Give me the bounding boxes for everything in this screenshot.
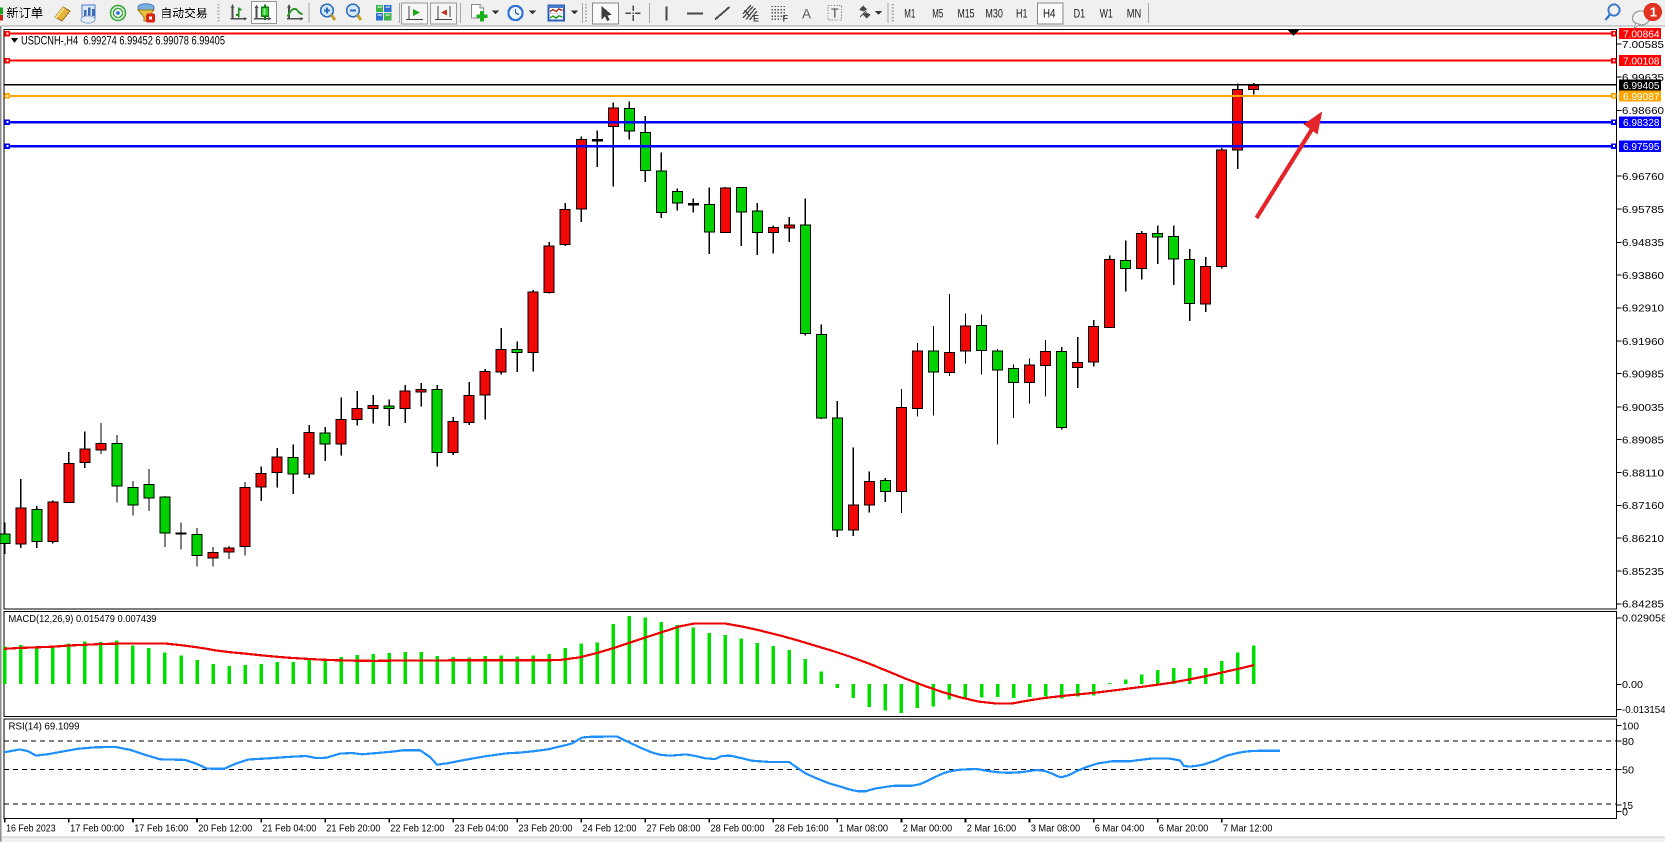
svg-text:28 Feb 16:00: 28 Feb 16:00 [775,823,829,835]
svg-text:W1: W1 [1100,9,1113,21]
svg-text:7.00864: 7.00864 [1623,29,1660,41]
svg-text:6.88110: 6.88110 [1622,467,1664,479]
svg-text:M30: M30 [985,9,1003,21]
svg-text:6.84285: 6.84285 [1622,599,1664,611]
svg-text:6.87160: 6.87160 [1622,500,1664,512]
svg-text:RSI(14) 69.1099: RSI(14) 69.1099 [9,721,80,733]
svg-text:A: A [802,7,811,22]
svg-text:21 Feb 04:00: 21 Feb 04:00 [262,823,316,835]
svg-text:2 Mar 00:00: 2 Mar 00:00 [903,823,953,835]
svg-text:80: 80 [1622,736,1634,748]
svg-text:M1: M1 [904,9,915,21]
svg-text:6.85235: 6.85235 [1622,566,1664,578]
svg-text:6.93860: 6.93860 [1622,270,1664,282]
svg-text:0.029058: 0.029058 [1622,613,1665,625]
svg-text:M5: M5 [932,9,943,21]
svg-text:H4: H4 [1043,9,1056,21]
svg-text:50: 50 [1622,765,1634,777]
svg-text:6 Mar 20:00: 6 Mar 20:00 [1159,823,1209,835]
svg-text:28 Feb 00:00: 28 Feb 00:00 [711,823,765,835]
svg-text:D1: D1 [1074,9,1086,21]
svg-text:6.98660: 6.98660 [1622,105,1664,117]
svg-text:21 Feb 20:00: 21 Feb 20:00 [326,823,380,835]
svg-text:15: 15 [1622,800,1633,812]
svg-text:1: 1 [1650,5,1657,20]
svg-text:24 Feb 12:00: 24 Feb 12:00 [583,823,637,835]
svg-text:0.00: 0.00 [1622,679,1643,691]
svg-text:6.99087: 6.99087 [1623,91,1660,103]
svg-text:M15: M15 [958,9,975,21]
svg-text:23 Feb 04:00: 23 Feb 04:00 [454,823,508,835]
svg-text:-0.013154: -0.013154 [1622,704,1665,716]
svg-text:6.89085: 6.89085 [1622,435,1664,447]
svg-text:17 Feb 00:00: 17 Feb 00:00 [70,823,124,835]
svg-text:6.90035: 6.90035 [1622,402,1664,414]
svg-text:6.90985: 6.90985 [1622,369,1664,381]
svg-text:6.95785: 6.95785 [1622,204,1664,216]
svg-text:0: 0 [1622,806,1628,818]
svg-text:6.98328: 6.98328 [1623,117,1660,129]
svg-text:H1: H1 [1016,9,1028,21]
svg-text:3 Mar 08:00: 3 Mar 08:00 [1031,823,1081,835]
svg-text:7 Mar 12:00: 7 Mar 12:00 [1223,823,1273,835]
svg-text:6.97595: 6.97595 [1623,141,1660,153]
svg-text:20 Feb 12:00: 20 Feb 12:00 [198,823,252,835]
svg-text:100: 100 [1622,721,1639,733]
svg-text:2 Mar 16:00: 2 Mar 16:00 [967,823,1017,835]
svg-text:6 Mar 04:00: 6 Mar 04:00 [1095,823,1145,835]
svg-text:7.00108: 7.00108 [1623,56,1660,68]
svg-text:6.96760: 6.96760 [1622,171,1664,183]
svg-text:16 Feb 2023: 16 Feb 2023 [6,823,56,835]
svg-text:T: T [831,7,839,21]
svg-text:6.86210: 6.86210 [1622,533,1664,545]
svg-text:MN: MN [1127,9,1142,21]
svg-text:17 Feb 16:00: 17 Feb 16:00 [134,823,188,835]
svg-text:6.91960: 6.91960 [1622,336,1664,348]
svg-text:23 Feb 20:00: 23 Feb 20:00 [518,823,572,835]
svg-text:1 Mar 08:00: 1 Mar 08:00 [839,823,889,835]
svg-text:E: E [753,14,759,24]
svg-text:22 Feb 12:00: 22 Feb 12:00 [390,823,444,835]
svg-text:6.99405: 6.99405 [1623,80,1660,92]
svg-text:6.94835: 6.94835 [1622,237,1664,249]
svg-text:7.00585: 7.00585 [1622,39,1664,51]
svg-text:27 Feb 08:00: 27 Feb 08:00 [647,823,701,835]
svg-text:MACD(12,26,9) 0.015479 0.00743: MACD(12,26,9) 0.015479 0.007439 [9,613,157,625]
svg-text:USDCNH-,H4 6.99274 6.99452 6.: USDCNH-,H4 6.99274 6.99452 6.99078 6.994… [21,36,225,48]
svg-text:F: F [783,14,789,24]
svg-text:6.92910: 6.92910 [1622,303,1664,315]
